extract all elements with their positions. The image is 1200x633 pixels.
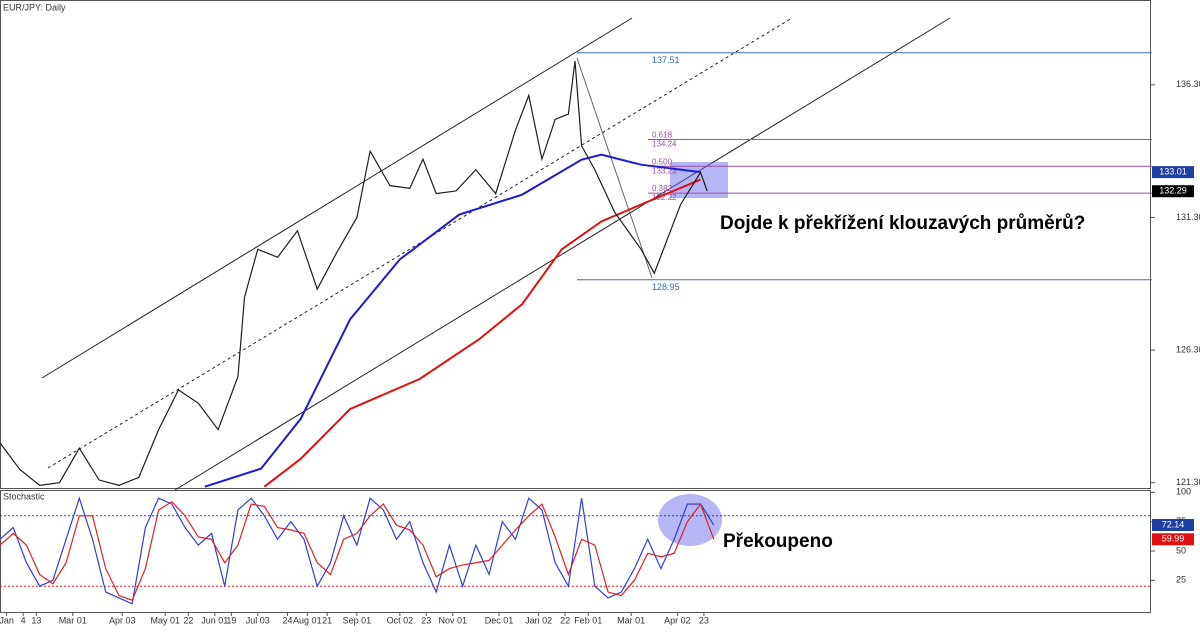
fib-ratio: 0.500 <box>652 157 673 166</box>
x-tick-label: Oct 02 <box>387 615 414 625</box>
series-line <box>0 496 715 605</box>
x-tick-label: Jan 02 <box>525 615 552 625</box>
x-tick-label: Apr 02 <box>664 615 691 625</box>
x-tick-label: 4 <box>21 615 26 625</box>
x-tick-label: 21 <box>322 615 332 625</box>
fib-ratio: 0.618 <box>652 131 673 140</box>
axis-marker <box>1152 519 1194 532</box>
x-tick-label: Aug 01 <box>293 615 322 625</box>
y-tick-label: 121.30 <box>1176 477 1200 487</box>
x-tick-label: 23 <box>699 615 709 625</box>
channel-line <box>41 17 633 379</box>
x-tick-label: 13 <box>31 615 41 625</box>
channel-line <box>174 17 951 491</box>
chart-title: EUR/JPY: Daily <box>3 2 66 12</box>
level-label: 128.95 <box>652 282 680 292</box>
highlight-circle <box>658 494 722 546</box>
fib-value: 134.24 <box>652 140 677 149</box>
y-tick-label: 25 <box>1176 575 1186 585</box>
x-tick-label: 23 <box>421 615 431 625</box>
y-tick-label: 136.30 <box>1176 79 1200 89</box>
x-tick-label: Mar 01 <box>59 615 87 625</box>
axis-marker-label: 132.29 <box>1159 186 1187 196</box>
axis-marker-label: 59.99 <box>1162 534 1185 544</box>
y-tick-label: 131.30 <box>1176 212 1200 222</box>
axis-marker-label: 133.01 <box>1159 167 1187 177</box>
moving-average <box>204 153 701 488</box>
price-panel <box>0 0 1151 489</box>
x-tick-label: Jan <box>0 615 14 625</box>
x-tick-label: 24 <box>282 615 292 625</box>
axis-marker <box>1152 185 1194 198</box>
y-tick-label: 126.30 <box>1176 344 1200 354</box>
fib-value: 133.23 <box>652 166 677 175</box>
x-tick-label: Sep 01 <box>343 615 372 625</box>
fib-ratio: 0.382 <box>652 184 673 193</box>
x-tick-label: Jul 03 <box>246 615 270 625</box>
x-tick-label: Nov 01 <box>438 615 467 625</box>
x-tick-label: 19 <box>226 615 236 625</box>
x-tick-label: 22 <box>560 615 570 625</box>
y-tick-label: 50 <box>1176 545 1186 555</box>
series-line <box>0 60 708 486</box>
x-tick-label: Mar 01 <box>617 615 645 625</box>
axis-marker-label: 72.14 <box>1162 519 1185 529</box>
y-tick-label: 100 <box>1176 487 1191 497</box>
level-label: 137.51 <box>652 55 680 65</box>
x-tick-label: Feb 01 <box>574 615 602 625</box>
axis-marker <box>1152 166 1194 179</box>
fib-value: 132.22 <box>652 193 677 202</box>
series-line <box>0 500 715 602</box>
annotation: Dojde k překřížení klouzavých průměrů? <box>720 213 1085 234</box>
fib-trend-line <box>576 57 653 279</box>
annotation: Překoupeno <box>723 531 833 552</box>
x-tick-label: Apr 03 <box>109 615 136 625</box>
panel-title: Stochastic <box>3 491 45 501</box>
x-tick-label: May 01 <box>150 615 180 625</box>
moving-average <box>263 178 701 488</box>
x-tick-label: Jun 01 <box>201 615 228 625</box>
x-tick-label: 22 <box>183 615 193 625</box>
axis-marker <box>1152 533 1194 546</box>
x-tick-label: Dec 01 <box>485 615 514 625</box>
stochastic-panel <box>0 490 1151 613</box>
